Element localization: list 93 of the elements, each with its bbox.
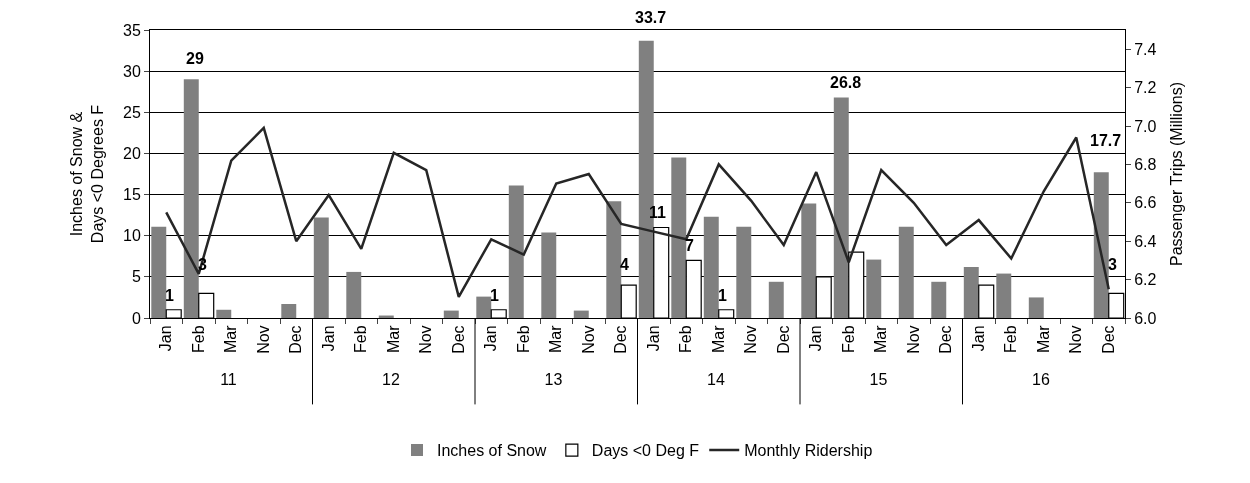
- data-label: 17.7: [1090, 132, 1122, 149]
- bar: [151, 226, 167, 318]
- x-tick-label: Dec: [287, 325, 305, 354]
- legend-label: Inches of Snow: [437, 442, 547, 460]
- text: 12: [382, 371, 400, 389]
- y2-tick-label: 6.8: [1134, 156, 1157, 173]
- y2-tick-label: 6.6: [1134, 194, 1157, 212]
- x-tick-label: Jan: [969, 325, 987, 352]
- x-tick-label: Mar: [872, 324, 890, 353]
- bar: [768, 281, 784, 318]
- x-tick-label: Jan: [807, 325, 825, 352]
- x-tick-label: Feb: [1002, 325, 1020, 353]
- y-tick-label: 35: [123, 21, 141, 39]
- bar: [508, 185, 524, 318]
- bar: [866, 259, 882, 318]
- y-tick-label: 20: [123, 145, 141, 163]
- y2-tick-label: 6.4: [1134, 232, 1157, 250]
- x-tick-label: Feb: [189, 325, 207, 353]
- data-label: 29: [186, 50, 204, 67]
- y-tick-label: 10: [123, 227, 141, 245]
- bar: [963, 266, 979, 318]
- y2-tick-label: 7.2: [1134, 79, 1157, 97]
- y2-tick-label: 6.2: [1134, 271, 1157, 289]
- bar: [703, 216, 719, 318]
- data-label: 7: [685, 237, 694, 254]
- x-tick-label: Nov: [904, 325, 922, 354]
- bar: [346, 271, 362, 318]
- y-tick-label: 5: [131, 268, 141, 286]
- text: 13: [544, 371, 563, 389]
- x-tick-label: Jan: [157, 325, 175, 352]
- bar: [281, 304, 297, 318]
- x-tick-label: Nov: [1067, 325, 1085, 354]
- x-tick-label: Mar: [709, 324, 727, 353]
- x-tick-label: Jan: [319, 325, 337, 352]
- y2-tick-label: 7.4: [1134, 40, 1157, 58]
- x-tick-label: Nov: [254, 325, 272, 354]
- bar: [216, 309, 232, 318]
- y2-tick-label: 6.0: [1134, 309, 1157, 327]
- bar: [833, 97, 849, 318]
- x-tick-label: Jan: [482, 325, 500, 352]
- data-label: 33.7: [635, 9, 667, 26]
- bar: [476, 296, 492, 318]
- y-tick-label: 30: [123, 62, 141, 80]
- x-tick-label: Nov: [417, 325, 435, 354]
- y-axis-title: Inches of Snow & Days <0 Degrees F: [68, 104, 106, 244]
- bar: [183, 79, 199, 318]
- data-label: 11: [649, 204, 667, 221]
- data-label: 3: [1108, 256, 1117, 273]
- x-tick-label: Feb: [352, 325, 370, 353]
- text: 11: [220, 371, 237, 389]
- x-tick-label: Mar: [222, 324, 240, 353]
- bar: [1093, 172, 1109, 318]
- y-tick-label: 0: [131, 309, 141, 327]
- data-label: 1: [718, 287, 727, 304]
- x-tick-label: Dec: [612, 325, 630, 354]
- x-tick-label: Nov: [742, 325, 760, 354]
- bar: [541, 232, 557, 318]
- y2-axis-title: Passenger Trips (Millions): [1168, 81, 1186, 267]
- bar: [1028, 297, 1044, 318]
- x-tick-label: Dec: [1099, 325, 1117, 354]
- data-label: 1: [165, 287, 174, 304]
- y-tick-label: 25: [123, 103, 141, 121]
- bar: [671, 157, 687, 318]
- y2-tick-label: 7.0: [1134, 117, 1157, 135]
- x-tick-label: Dec: [449, 325, 467, 354]
- legend-label: Days <0 Deg F: [591, 442, 700, 460]
- bar: [606, 201, 622, 318]
- x-tick-label: Feb: [677, 325, 695, 353]
- bar: [313, 217, 329, 318]
- x-tick-label: Mar: [384, 324, 402, 353]
- x-tick-label: Jan: [644, 325, 662, 352]
- x-tick-label: Feb: [839, 325, 857, 353]
- bar: [898, 226, 914, 318]
- text: 14: [707, 371, 725, 389]
- bar: [736, 226, 752, 318]
- y-tick-label: 15: [123, 186, 141, 204]
- x-tick-label: Nov: [579, 325, 597, 354]
- x-tick-label: Dec: [937, 325, 955, 354]
- bar: [573, 310, 589, 318]
- text: 15: [869, 371, 888, 389]
- bar: [801, 203, 817, 318]
- data-label: 4: [620, 256, 629, 273]
- x-tick-label: Mar: [547, 324, 565, 353]
- bar: [931, 281, 947, 318]
- x-tick-label: Dec: [774, 325, 792, 354]
- x-tick-label: Feb: [514, 325, 532, 353]
- text: 16: [1032, 371, 1050, 389]
- bar: [443, 310, 459, 318]
- legend-label: Monthly Ridership: [744, 442, 873, 460]
- data-label: 26.8: [830, 74, 862, 91]
- data-label: 1: [490, 287, 499, 304]
- bar: [996, 273, 1012, 318]
- x-tick-label: Mar: [1034, 324, 1052, 353]
